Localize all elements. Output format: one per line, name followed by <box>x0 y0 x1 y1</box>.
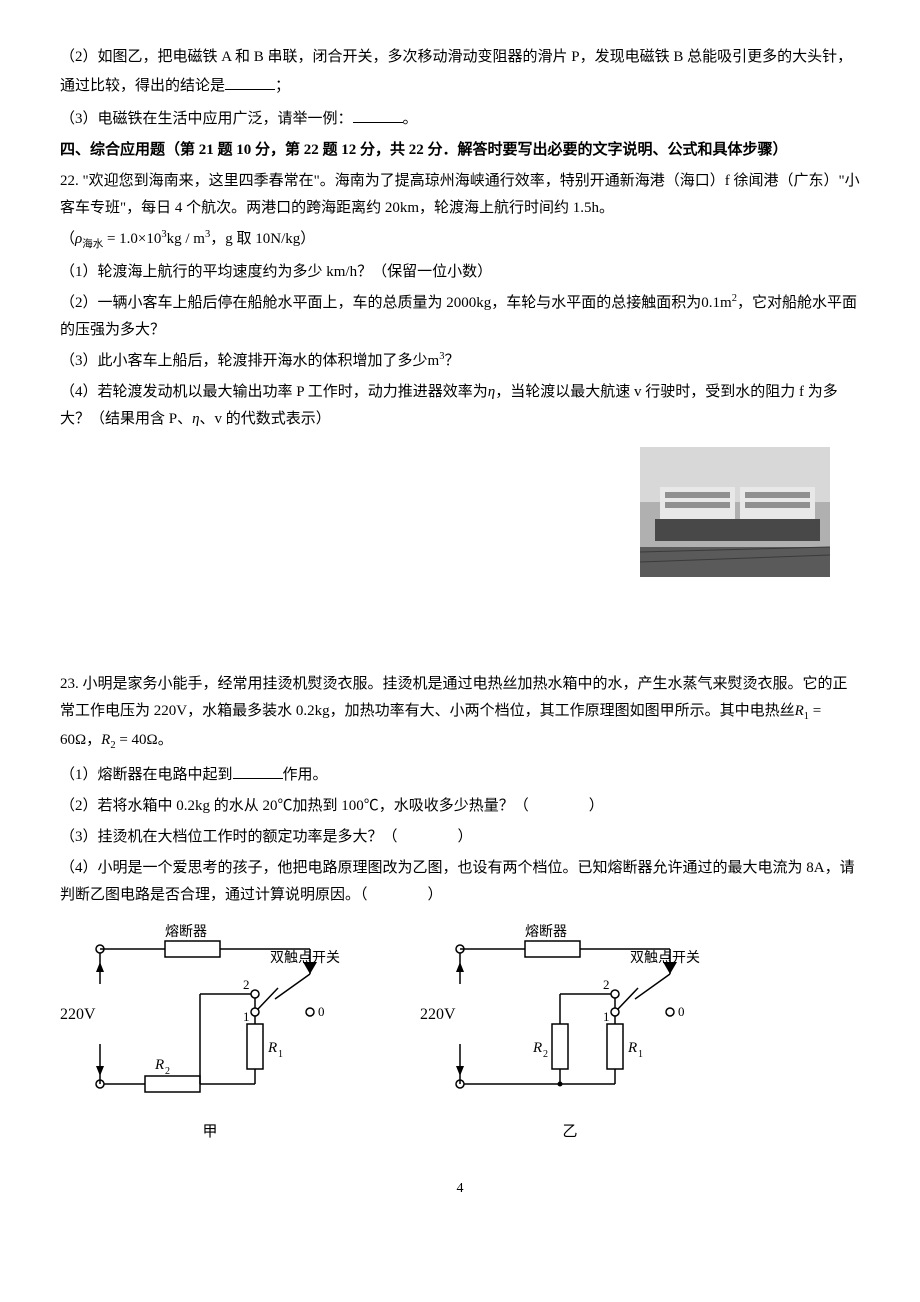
q22-p3: （3）此小客车上船后，轮渡排开海水的体积增加了多少m3？ <box>60 348 860 375</box>
section4-title: 四、综合应用题（第 21 题 10 分，第 22 题 12 分，共 22 分．解… <box>60 137 860 164</box>
q22-formula: （ρ海水 = 1.0×103kg / m3，g 取 10N/kg） <box>60 226 860 255</box>
svg-text:0: 0 <box>678 1004 685 1019</box>
q20-part2: （2）如图乙，把电磁铁 A 和 B 串联，闭合开关，多次移动滑动变阻器的滑片 P… <box>60 44 860 100</box>
blank <box>225 71 275 90</box>
svg-text:熔断器: 熔断器 <box>165 924 207 940</box>
q20-part3-end: 。 <box>403 111 418 127</box>
q20-part3-prefix: （3）电磁铁在生活中应用广泛，请举一例： <box>60 111 353 127</box>
svg-text:R: R <box>627 1040 637 1056</box>
q20-part2-end: ； <box>275 78 290 94</box>
svg-text:2: 2 <box>165 1066 170 1077</box>
page-number: 4 <box>60 1176 860 1201</box>
circuit-a: 熔断器 双触点开关 2 1 0 R 1 <box>60 924 360 1146</box>
q23-intro: 23. 小明是家务小能手，经常用挂烫机熨烫衣服。挂烫机是通过电热丝加热水箱中的水… <box>60 671 860 756</box>
blank <box>353 104 403 123</box>
svg-text:0: 0 <box>318 1004 325 1019</box>
q20-part3: （3）电磁铁在生活中应用广泛，请举一例： 。 <box>60 104 860 133</box>
svg-text:1: 1 <box>278 1049 283 1060</box>
svg-text:220V: 220V <box>60 1006 96 1023</box>
svg-text:R: R <box>267 1040 277 1056</box>
svg-text:1: 1 <box>603 1009 610 1024</box>
photo-box <box>640 447 830 577</box>
blank <box>233 760 283 779</box>
circuit-a-svg: 熔断器 双触点开关 2 1 0 R 1 <box>60 924 360 1114</box>
svg-text:1: 1 <box>243 1009 250 1024</box>
svg-text:2: 2 <box>243 977 250 992</box>
q22-p2: （2）一辆小客车上船后停在船舱水平面上，车的总质量为 2000kg，车轮与水平面… <box>60 290 860 344</box>
svg-text:熔断器: 熔断器 <box>525 924 567 940</box>
q22-intro: 22. "欢迎您到海南来，这里四季春常在"。海南为了提高琼州海峡通行效率，特别开… <box>60 168 860 222</box>
q23-p2: （2）若将水箱中 0.2kg 的水从 20℃加热到 100℃，水吸收多少热量？（… <box>60 793 860 820</box>
q20-part2-text: （2）如图乙，把电磁铁 A 和 B 串联，闭合开关，多次移动滑动变阻器的滑片 P… <box>60 49 852 94</box>
g-text: ，g 取 10N/kg） <box>210 231 315 247</box>
svg-text:R: R <box>532 1040 542 1056</box>
caption-b: 乙 <box>420 1119 720 1146</box>
svg-text:220V: 220V <box>420 1006 456 1023</box>
svg-text:2: 2 <box>543 1049 548 1060</box>
q22-p4: （4）若轮渡发动机以最大输出功率 P 工作时，动力推进器效率为η，当轮渡以最大航… <box>60 379 860 433</box>
q22-p1: （1）轮渡海上航行的平均速度约为多少 km/h？（保留一位小数） <box>60 259 860 286</box>
q23-p1: （1）熔断器在电路中起到作用。 <box>60 760 860 789</box>
rho-formula: ρ海水 = 1.0×103kg / m3 <box>75 231 210 247</box>
svg-text:R: R <box>154 1057 164 1073</box>
q23-p4: （4）小明是一个爱思考的孩子，他把电路原理图改为乙图，也设有两个档位。已知熔断器… <box>60 855 860 909</box>
circuit-b-svg: 熔断器 双触点开关 2 1 0 R 1 220V <box>420 924 720 1114</box>
circuit-diagrams: 熔断器 双触点开关 2 1 0 R 1 <box>60 924 860 1146</box>
q22-formula-pre: （ <box>60 231 75 247</box>
circuit-b: 熔断器 双触点开关 2 1 0 R 1 220V <box>420 924 720 1146</box>
svg-text:2: 2 <box>603 977 610 992</box>
svg-text:1: 1 <box>638 1049 643 1060</box>
ferry-photo <box>640 447 830 577</box>
caption-a: 甲 <box>60 1119 360 1146</box>
q23-p3: （3）挂烫机在大档位工作时的额定功率是多大？（ ） <box>60 824 860 851</box>
